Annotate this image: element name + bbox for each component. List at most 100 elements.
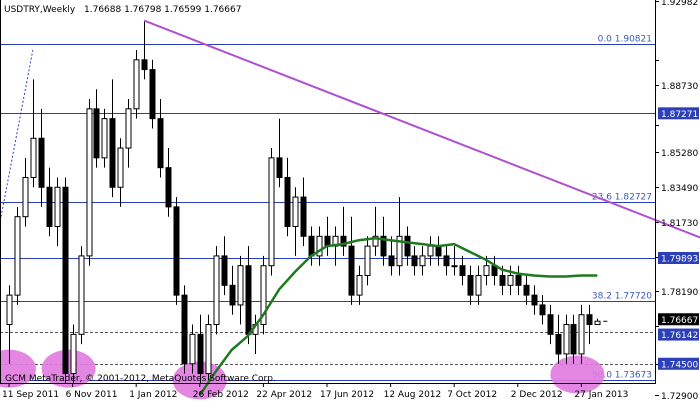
candle-body-bull xyxy=(268,157,275,267)
candle xyxy=(213,246,220,335)
candle-body-bull xyxy=(86,108,93,257)
candle xyxy=(292,187,299,256)
price-tick-label: 1.88730 xyxy=(661,82,698,92)
price-tick-label: 1.92982 xyxy=(661,0,698,8)
price-badge-label: 1.79893 xyxy=(661,255,698,265)
candle-body-bull xyxy=(125,108,132,149)
candle-body-bear xyxy=(547,314,554,335)
candle xyxy=(54,177,61,247)
time-tick-label: 7 Oct 2012 xyxy=(447,390,497,400)
candle xyxy=(30,79,37,188)
candle xyxy=(189,324,196,374)
candle xyxy=(404,226,411,266)
candle-body-bull xyxy=(356,275,363,296)
candle-body-bear xyxy=(404,235,411,257)
highlight-ellipses xyxy=(0,349,605,400)
candle-body-bear xyxy=(109,118,116,188)
candle xyxy=(6,285,13,364)
candle-body-bear xyxy=(173,206,180,296)
price-tick-label: 1.81730 xyxy=(661,219,698,229)
candle-body-bear xyxy=(411,255,418,267)
candle xyxy=(563,314,570,364)
candle xyxy=(205,314,212,384)
candle xyxy=(125,99,132,168)
candle-body-bear xyxy=(435,245,442,257)
candle-body-bull xyxy=(427,245,434,257)
candle-body-bear xyxy=(284,176,291,227)
candle xyxy=(284,157,291,237)
candle xyxy=(515,265,522,296)
candle-body-bear xyxy=(149,69,156,120)
candle-body-bear xyxy=(340,235,347,247)
candle xyxy=(173,197,180,305)
candle-body-bull xyxy=(14,216,21,296)
highlight-ellipse xyxy=(41,349,96,388)
candle-body-bull xyxy=(237,265,244,306)
candle-body-bull xyxy=(117,147,124,188)
candle xyxy=(229,265,236,315)
candle xyxy=(157,99,164,178)
candle-body-bear xyxy=(586,314,593,326)
candlesticks xyxy=(6,20,601,384)
price-badge-bg xyxy=(658,252,699,265)
moving-average xyxy=(198,237,598,396)
candle xyxy=(555,314,562,364)
price-badge-bg xyxy=(658,107,699,120)
price-badge: 1.87271 xyxy=(658,107,699,120)
candle xyxy=(388,236,395,276)
price-tick-label: 1.83490 xyxy=(661,184,698,194)
candle-body-bull xyxy=(205,324,212,375)
candle-body-bull xyxy=(133,59,140,110)
fibo-level-label: 38.2 1.77720 xyxy=(592,292,652,302)
price-badge-bg xyxy=(658,357,699,370)
candle-body-bear xyxy=(531,294,538,306)
candle-body-bear xyxy=(443,255,450,267)
fibo-level-label: 0.0 1.90821 xyxy=(598,35,652,45)
ohlc-readout: 1.76688 1.76798 1.76599 1.76667 xyxy=(84,5,241,15)
candle-body-bull xyxy=(419,255,426,267)
candle xyxy=(117,138,124,207)
candle-body-bull xyxy=(451,265,458,268)
candle xyxy=(570,314,577,364)
candle xyxy=(411,246,418,276)
candle-body-bear xyxy=(555,333,562,355)
candle-body-bear xyxy=(515,275,522,286)
candle xyxy=(451,246,458,276)
price-axis: 1.92982 1.88730 1.85280 1.83490 1.81730 1.781… xyxy=(655,0,698,402)
price-badge-label: 1.74500 xyxy=(661,360,698,370)
candle xyxy=(101,108,108,168)
candle xyxy=(141,20,148,80)
price-badge-label: 1.76667 xyxy=(661,316,698,326)
candle-body-bear xyxy=(380,235,387,257)
price-badge: 1.76667 xyxy=(658,313,699,326)
candle xyxy=(62,177,69,384)
time-tick-label: 1 Jan 2012 xyxy=(129,390,177,400)
candle xyxy=(268,148,275,276)
time-tick-label: 6 Nov 2011 xyxy=(66,390,118,400)
trendlines xyxy=(0,19,700,322)
candle-body-bear xyxy=(499,275,506,286)
candle xyxy=(14,206,21,305)
price-badge-bg xyxy=(658,328,699,341)
symbol-label: USDTRY,Weekly xyxy=(4,5,76,15)
candle-body-bull xyxy=(70,333,77,375)
candle-body-bear xyxy=(467,275,474,296)
candle-body-bull xyxy=(364,245,371,277)
time-axis: 11 Sep 2011 6 Nov 2011 1 Jan 2012 26 Feb 20… xyxy=(2,383,628,400)
candle xyxy=(70,324,77,384)
price-badge: 1.79893 xyxy=(658,252,699,265)
candle xyxy=(419,246,426,276)
candle-body-bull xyxy=(563,324,570,355)
candle-body-bull xyxy=(78,255,85,335)
time-tick-label: 22 Apr 2012 xyxy=(256,390,312,400)
highlight-ellipse xyxy=(0,349,36,388)
candle xyxy=(78,246,85,345)
price-badge-label: 1.87271 xyxy=(661,110,698,120)
candle xyxy=(443,246,450,276)
candle-body-bull xyxy=(483,265,490,277)
candle xyxy=(523,275,530,305)
candle-body-bear xyxy=(300,196,307,237)
time-tick-label: 2 Dec 2012 xyxy=(511,390,563,400)
candle-body-bear xyxy=(93,108,100,159)
